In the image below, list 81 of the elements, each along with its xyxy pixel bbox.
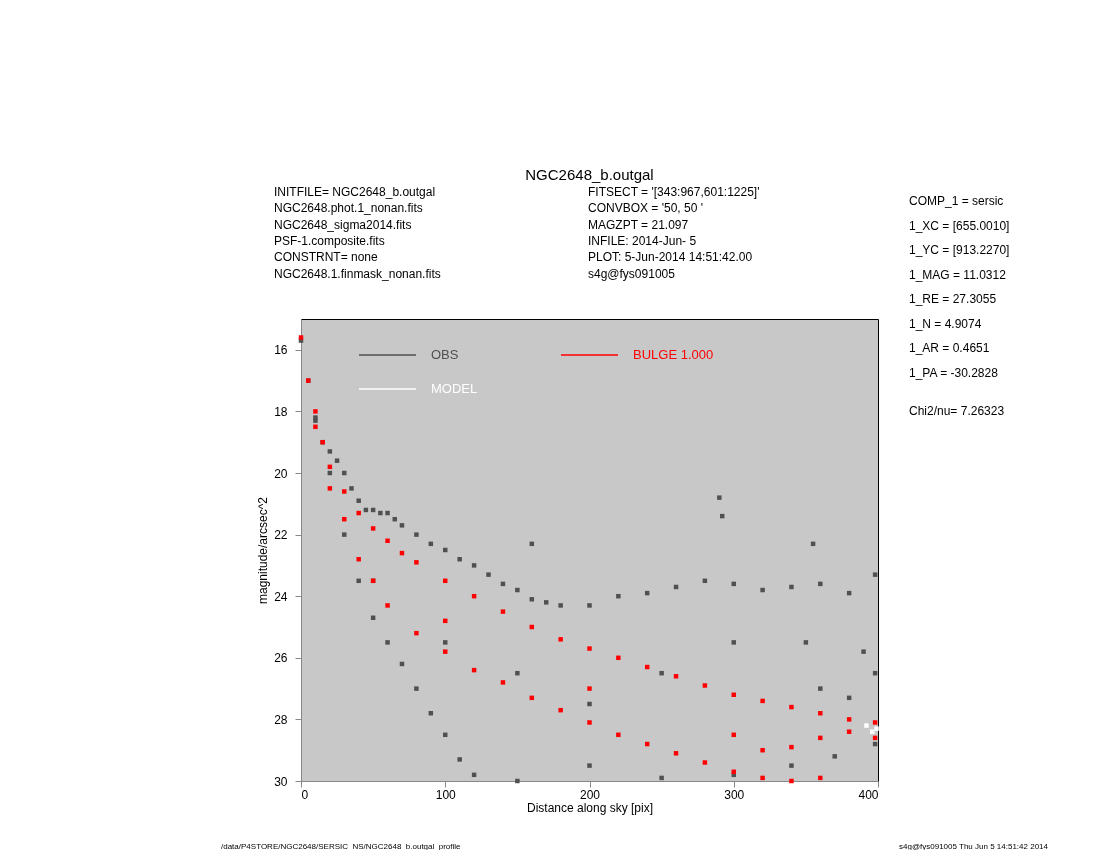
point xyxy=(327,486,333,491)
y-tick-label: 28 xyxy=(274,712,288,727)
point xyxy=(313,424,318,430)
point xyxy=(342,516,347,522)
point xyxy=(616,655,621,661)
y-tick-label: 16 xyxy=(274,343,288,358)
point xyxy=(443,649,448,654)
point xyxy=(789,778,794,784)
point xyxy=(874,726,879,731)
point xyxy=(414,560,419,565)
x-tick-label: 100 xyxy=(435,787,457,802)
point xyxy=(587,720,592,725)
text: 1_N = 4.9074 xyxy=(909,316,982,331)
point xyxy=(414,630,419,636)
point xyxy=(587,686,592,691)
text: NGC2648.1.finmask_nonan.fits xyxy=(274,266,441,281)
y-axis-title: magnitude/arcsec^2 xyxy=(256,496,271,605)
text: Chi2/nu= 7.26323 xyxy=(909,404,1005,418)
text: 1_YC = [913.2270] xyxy=(909,243,1010,257)
point xyxy=(864,723,869,728)
x-tick-label: 400 xyxy=(858,787,879,802)
x-axis-title: Distance along sky [pix] xyxy=(526,800,654,815)
legend-label: OBS xyxy=(431,347,459,362)
text: CONSTRNT= none xyxy=(274,250,379,265)
point xyxy=(846,717,852,722)
point xyxy=(818,775,823,781)
point xyxy=(760,775,765,781)
text: 1_PA = -30.2828 xyxy=(909,365,999,380)
text: INFILE: 2014-Jun- 5 xyxy=(588,233,697,248)
text: CONVBOX = '50, 50 ' xyxy=(588,201,703,216)
legend-label: BULGE 1.000 xyxy=(633,347,714,362)
text: MAGZPT = 21.097 xyxy=(588,217,689,232)
point xyxy=(760,747,765,753)
text: 1_MAG = 11.0312 xyxy=(909,267,1007,282)
chart-title: NGC2648_b.outgal xyxy=(525,166,654,183)
text: 1_RE = 27.3055 xyxy=(909,292,997,306)
point xyxy=(702,760,708,765)
point xyxy=(558,637,563,642)
y-tick-label: 30 xyxy=(274,774,288,789)
point xyxy=(385,538,390,543)
point xyxy=(616,732,621,738)
point xyxy=(818,735,823,741)
text: 1_XC = [655.0010] xyxy=(909,218,1010,233)
text: PSF-1.composite.fits xyxy=(274,233,385,248)
y-tick-label: 24 xyxy=(274,589,288,604)
point xyxy=(872,720,878,725)
text: s4g@fys091005 xyxy=(588,266,676,281)
text: FITSECT = '[343:967,601:1225]' xyxy=(588,185,760,199)
point xyxy=(313,409,318,414)
point xyxy=(846,729,852,734)
text: s4g@fys091005 Thu Jun 5 14:51:42 2014 xyxy=(899,842,1049,850)
point xyxy=(587,646,592,651)
point xyxy=(500,609,506,614)
text: PLOT: 5-Jun-2014 14:51:42.00 xyxy=(588,250,753,265)
point xyxy=(370,526,376,531)
point xyxy=(789,704,794,710)
y-tick-label: 20 xyxy=(274,466,288,481)
point xyxy=(702,683,708,688)
point xyxy=(558,707,563,713)
point xyxy=(673,751,679,756)
x-tick-label: 300 xyxy=(724,787,745,802)
point xyxy=(385,603,390,608)
point xyxy=(818,711,823,716)
y-tick-label: 18 xyxy=(274,404,288,419)
x-tick-label: 200 xyxy=(579,787,601,802)
point xyxy=(673,674,679,679)
text: 1_AR = 0.4651 xyxy=(909,341,990,355)
text: INITFILE= NGC2648_b.outgal xyxy=(274,185,436,199)
point xyxy=(342,489,347,494)
point xyxy=(760,698,765,704)
text: COMP_1 = sersic xyxy=(909,194,1004,208)
x-tick-label: 0 xyxy=(301,787,309,802)
text: NGC2648_sigma2014.fits xyxy=(274,217,412,232)
point xyxy=(500,680,506,685)
point xyxy=(356,557,361,562)
point xyxy=(789,744,794,750)
point xyxy=(356,510,361,516)
y-tick-label: 26 xyxy=(274,651,288,666)
point xyxy=(869,729,875,734)
text: NGC2648.phot.1_nonan.fits xyxy=(274,201,423,216)
y-tick-label: 22 xyxy=(274,528,288,543)
